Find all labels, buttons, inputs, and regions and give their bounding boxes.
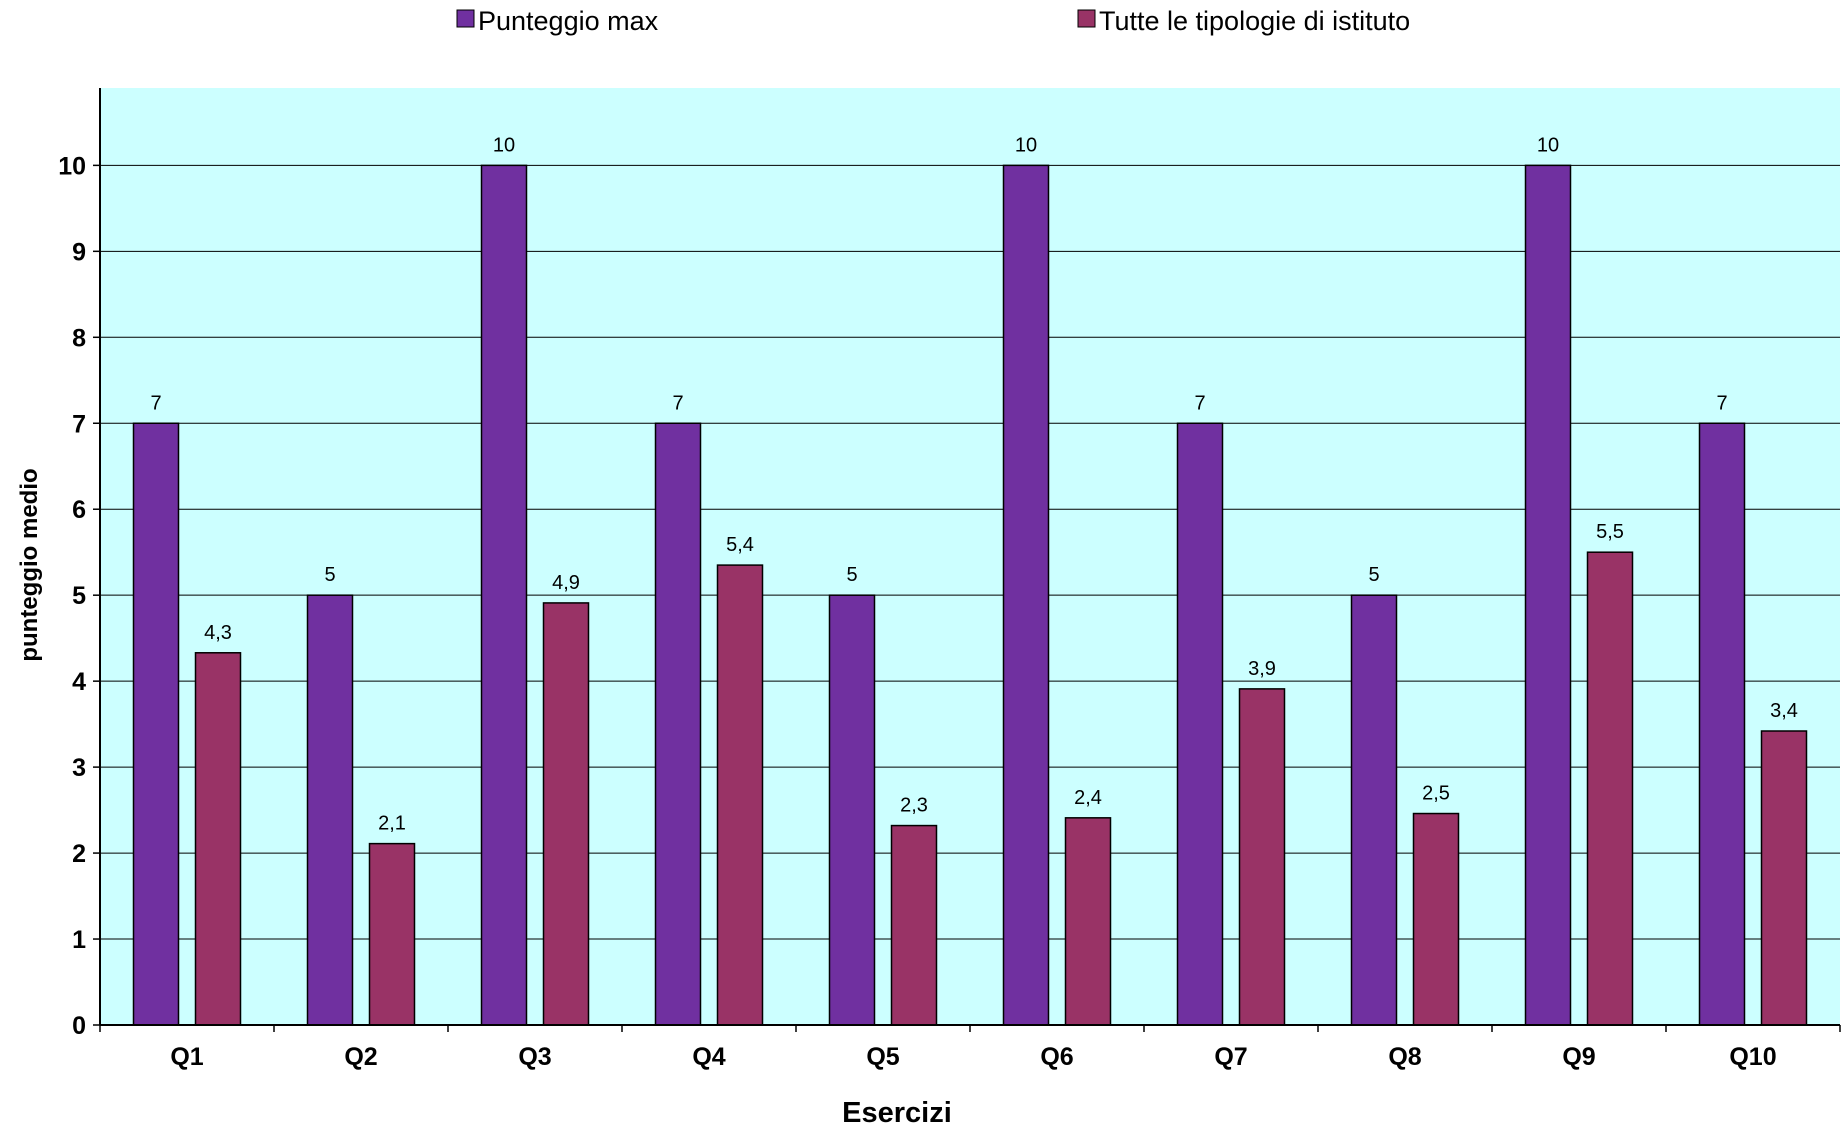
legend-label-tutte-le-tipologie: Tutte le tipologie di istituto [1099, 6, 1410, 36]
y-tick-label: 7 [72, 410, 86, 438]
x-tick-label: Q2 [344, 1043, 377, 1071]
data-label: 7 [150, 392, 161, 414]
x-tick-label: Q9 [1562, 1043, 1595, 1071]
y-tick-label: 2 [72, 840, 86, 868]
x-tick-label: Q3 [518, 1043, 551, 1071]
legend-swatch-punteggio-max [456, 9, 475, 28]
data-label: 3,4 [1770, 700, 1798, 722]
data-label: 4,3 [204, 622, 232, 644]
data-label: 7 [672, 392, 683, 414]
legend: Punteggio max Tutte le tipologie di isti… [456, 6, 1410, 36]
y-tick-label: 8 [72, 324, 86, 352]
bar-tutte-le-tipologie [1760, 730, 1808, 1026]
data-label: 5,5 [1596, 521, 1624, 543]
bar-punteggio-max [1176, 422, 1224, 1026]
y-axis-title: punteggio medio [16, 468, 43, 661]
bar-punteggio-max [132, 422, 180, 1026]
y-tick-label: 1 [72, 926, 86, 954]
bar-punteggio-max [1002, 164, 1050, 1026]
y-tick-label: 4 [72, 668, 86, 696]
x-tick-label: Q8 [1388, 1043, 1421, 1071]
bar-tutte-le-tipologie [1238, 688, 1286, 1026]
data-label: 2,3 [900, 795, 928, 817]
bar-punteggio-max [828, 594, 876, 1026]
bar-punteggio-max [1698, 422, 1746, 1026]
x-tick-label: Q1 [170, 1043, 203, 1071]
data-label: 10 [1537, 134, 1559, 156]
bar-punteggio-max [654, 422, 702, 1026]
data-label: 3,9 [1248, 658, 1276, 680]
bar-tutte-le-tipologie [368, 842, 416, 1026]
data-label: 7 [1194, 392, 1205, 414]
y-tick-label: 5 [72, 582, 86, 610]
data-label: 2,5 [1422, 783, 1450, 805]
bar-punteggio-max [480, 164, 528, 1026]
x-tick-label: Q10 [1729, 1043, 1776, 1071]
legend-swatch-tutte-le-tipologie [1077, 9, 1096, 28]
legend-label-punteggio-max: Punteggio max [478, 6, 659, 36]
y-tick-label: 10 [58, 152, 86, 180]
data-labels: 7 4,3 5 2,1 10 4,9 7 5,4 5 2,3 10 2,4 7 3,9 5 2,5 10 5,5 7… [150, 134, 1797, 834]
x-tick-label: Q7 [1214, 1043, 1247, 1071]
x-axis-title: Esercizi [842, 1097, 952, 1129]
data-label: 5 [324, 564, 335, 586]
bar-tutte-le-tipologie [890, 824, 938, 1026]
x-tick-label: Q5 [866, 1043, 899, 1071]
data-label: 10 [1015, 134, 1037, 156]
data-label: 5 [1368, 564, 1379, 586]
data-label: 2,1 [378, 813, 406, 835]
data-label: 5,4 [726, 534, 754, 556]
bar-punteggio-max [1350, 594, 1398, 1026]
data-label: 10 [493, 134, 515, 156]
data-label: 7 [1716, 392, 1727, 414]
bar-tutte-le-tipologie [1586, 551, 1634, 1026]
bar-punteggio-max [1524, 164, 1572, 1026]
data-label: 2,4 [1074, 787, 1102, 809]
data-label: 5 [846, 564, 857, 586]
bar-tutte-le-tipologie [1412, 812, 1460, 1026]
bar-tutte-le-tipologie [194, 652, 242, 1026]
y-tick-label: 9 [72, 238, 86, 266]
data-label: 4,9 [552, 572, 580, 594]
x-tick-label: Q4 [692, 1043, 725, 1071]
y-tick-label: 0 [72, 1012, 86, 1040]
x-tick-label: Q6 [1040, 1043, 1073, 1071]
bar-punteggio-max [306, 594, 354, 1026]
bar-tutte-le-tipologie [542, 602, 590, 1026]
bar-tutte-le-tipologie [1064, 817, 1112, 1026]
y-tick-label: 3 [72, 754, 86, 782]
plot-area [100, 88, 1840, 1025]
bar-tutte-le-tipologie [716, 564, 764, 1026]
axes: 0 1 2 3 4 5 6 7 8 9 10 Q1 Q2 Q3 Q4 Q5 Q6 Q7 Q8 Q9 Q10 [58, 88, 1841, 1071]
y-tick-label: 6 [72, 496, 86, 524]
